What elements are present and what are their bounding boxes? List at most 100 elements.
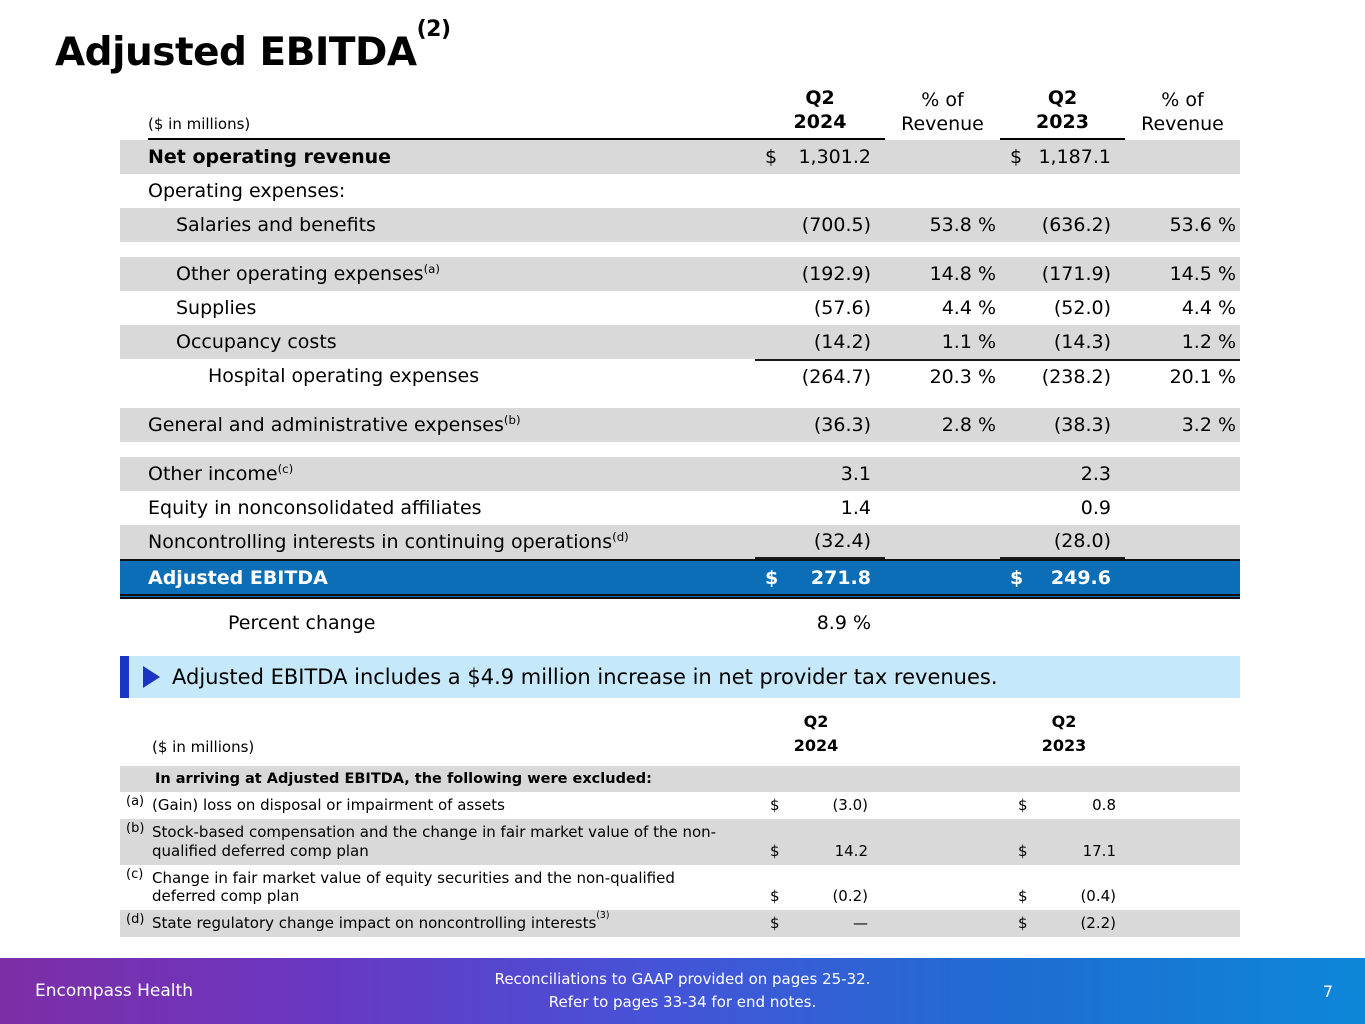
dollar-sign: $ — [770, 796, 780, 814]
value-q2-2024: (57.6) — [755, 291, 885, 325]
page-title-text: Adjusted EBITDA — [55, 30, 417, 75]
row-label: Net operating revenue — [148, 146, 392, 168]
row-label: Salaries and benefits — [176, 214, 376, 236]
amount: (14.3) — [1053, 331, 1111, 353]
notes-col-header-q2-2024: Q2 2024 — [760, 710, 872, 758]
value-q2-2023: 2.3 — [1000, 457, 1125, 491]
value-q2-2024: (36.3) — [755, 408, 885, 442]
col-header-line: 2024 — [793, 111, 847, 134]
pct-of-revenue-2023: 4.4 % — [1125, 291, 1240, 325]
footnote-marker: (3) — [596, 909, 610, 921]
value-q2-2024 — [755, 174, 885, 208]
amount: (0.2) — [832, 887, 868, 905]
row-label: Noncontrolling interests in continuing o… — [148, 529, 629, 553]
amount: 14.8 % — [929, 263, 996, 285]
amount: (0.4) — [1080, 887, 1116, 905]
main-table-rows: Net operating revenue $1,301.2 $1,187.1 Ope… — [120, 140, 1240, 640]
dollar-sign: $ — [770, 887, 780, 905]
amount: 8.9 % — [816, 612, 871, 634]
main-table-header: ($ in millions) Q2 2024 % of Revenue Q2 … — [120, 76, 1240, 140]
col-header-line: Revenue — [901, 113, 984, 136]
pct-of-revenue-2024: 14.8 % — [885, 257, 1000, 291]
pct-of-revenue-2023 — [1125, 174, 1240, 208]
pct-of-revenue-2024 — [885, 174, 1000, 208]
notes-col-header-q2-2023: Q2 2023 — [1008, 710, 1120, 758]
row-label: Supplies — [176, 297, 257, 319]
row-label: Other operating expenses (a) — [176, 261, 440, 285]
main-table: ($ in millions) Q2 2024 % of Revenue Q2 … — [120, 76, 1240, 640]
col-header-pct-2023: % of Revenue — [1125, 88, 1240, 140]
value-q2-2024: (192.9) — [755, 257, 885, 291]
amount: (3.0) — [832, 796, 868, 814]
value-q2-2023: (171.9) — [1000, 257, 1125, 291]
amount: 4.4 % — [941, 297, 996, 319]
amount: 20.3 % — [929, 366, 996, 388]
pct-of-revenue-2023: 3.2 % — [1125, 408, 1240, 442]
amount: 53.8 % — [929, 214, 996, 236]
amount: (636.2) — [1041, 214, 1111, 236]
footnote-marker: (a) — [126, 794, 145, 809]
note-label: Change in fair market value of equity se… — [152, 868, 675, 906]
notes-table-rows: (a) (Gain) loss on disposal or impairment… — [120, 792, 1240, 937]
callout-text: Adjusted EBITDA includes a $4.9 million … — [172, 665, 998, 689]
value-q2-2024: 1.4 — [755, 491, 885, 525]
amount: 1.1 % — [941, 331, 996, 353]
value-q2-2024: (264.7) — [755, 359, 885, 393]
pct-of-revenue-2023 — [1125, 457, 1240, 491]
note-value-q2-2023: $ (0.4) — [1008, 887, 1120, 906]
notes-table-row: (a) (Gain) loss on disposal or impairment… — [120, 792, 1240, 819]
value-q2-2023: (238.2) — [1000, 359, 1125, 393]
main-table-row: Operating expenses: — [120, 174, 1240, 208]
amount: (57.6) — [813, 297, 871, 319]
main-table-row: Occupancy costs (14.2) 1.1 % (14.3) 1.2 % — [120, 325, 1240, 359]
title-superscript: (2) — [416, 17, 451, 42]
amount: 2.3 — [1080, 463, 1111, 485]
dollar-sign: $ — [1018, 841, 1028, 860]
pct-of-revenue-2023 — [1125, 561, 1240, 594]
brand-name: Encompass Health — [35, 981, 193, 1001]
note-value-q2-2023: $ (2.2) — [1008, 914, 1120, 933]
pct-of-revenue-2023: 1.2 % — [1125, 325, 1240, 359]
col-header-line: Q2 — [1047, 86, 1078, 109]
note-value-q2-2024: $ (3.0) — [760, 796, 872, 815]
main-table-row: Equity in nonconsolidated affiliates 1.4 0… — [120, 491, 1240, 525]
value-q2-2024: (14.2) — [755, 325, 885, 359]
main-table-row: General and administrative expenses (b) (3… — [120, 408, 1240, 442]
pct-of-revenue-2023 — [1125, 140, 1240, 174]
value-q2-2024: (32.4) — [755, 525, 885, 559]
row-label: Operating expenses: — [148, 180, 346, 202]
amount: 249.6 — [1050, 566, 1111, 589]
note-label: State regulatory change impact on noncon… — [152, 909, 610, 932]
col-header-line: Q2 — [1051, 712, 1077, 731]
amount: (171.9) — [1041, 263, 1111, 285]
amount: (28.0) — [1053, 530, 1111, 552]
main-table-row: Other operating expenses (a) (192.9) 14.8 %… — [120, 257, 1240, 291]
col-header-line: % of — [921, 88, 964, 111]
value-q2-2023: (636.2) — [1000, 208, 1125, 242]
amount: 14.2 — [834, 841, 868, 860]
main-table-row: Supplies (57.6) 4.4 % (52.0) 4.4 % — [120, 291, 1240, 325]
footnote-marker: (b) — [126, 821, 145, 836]
value-q2-2024: $271.8 — [755, 561, 885, 594]
footnote-marker: (d) — [126, 912, 145, 927]
amount: 3.1 — [840, 463, 871, 485]
callout-accent-bar — [120, 656, 129, 698]
dollar-sign: $ — [1018, 887, 1028, 905]
dollar-sign: $ — [1010, 146, 1023, 168]
dollar-sign: $ — [765, 146, 778, 168]
main-table-row: Noncontrolling interests in continuing o… — [120, 525, 1240, 559]
row-label: Adjusted EBITDA — [148, 566, 328, 589]
unit-label: ($ in millions) — [148, 115, 755, 140]
value-q2-2024: (700.5) — [755, 208, 885, 242]
footer-note-line1: Reconciliations to GAAP provided on page… — [494, 969, 871, 988]
col-header-line: 2024 — [793, 736, 839, 755]
amount: 1.2 % — [1181, 331, 1236, 353]
amount: (264.7) — [801, 366, 871, 388]
amount: (192.9) — [801, 263, 871, 285]
amount: 0.8 — [1092, 796, 1116, 814]
amount: 1.4 — [840, 497, 871, 519]
amount: (38.3) — [1053, 414, 1111, 436]
amount: (2.2) — [1080, 914, 1116, 932]
value-q2-2023: $249.6 — [1000, 561, 1125, 594]
col-header-pct-2024: % of Revenue — [885, 88, 1000, 140]
